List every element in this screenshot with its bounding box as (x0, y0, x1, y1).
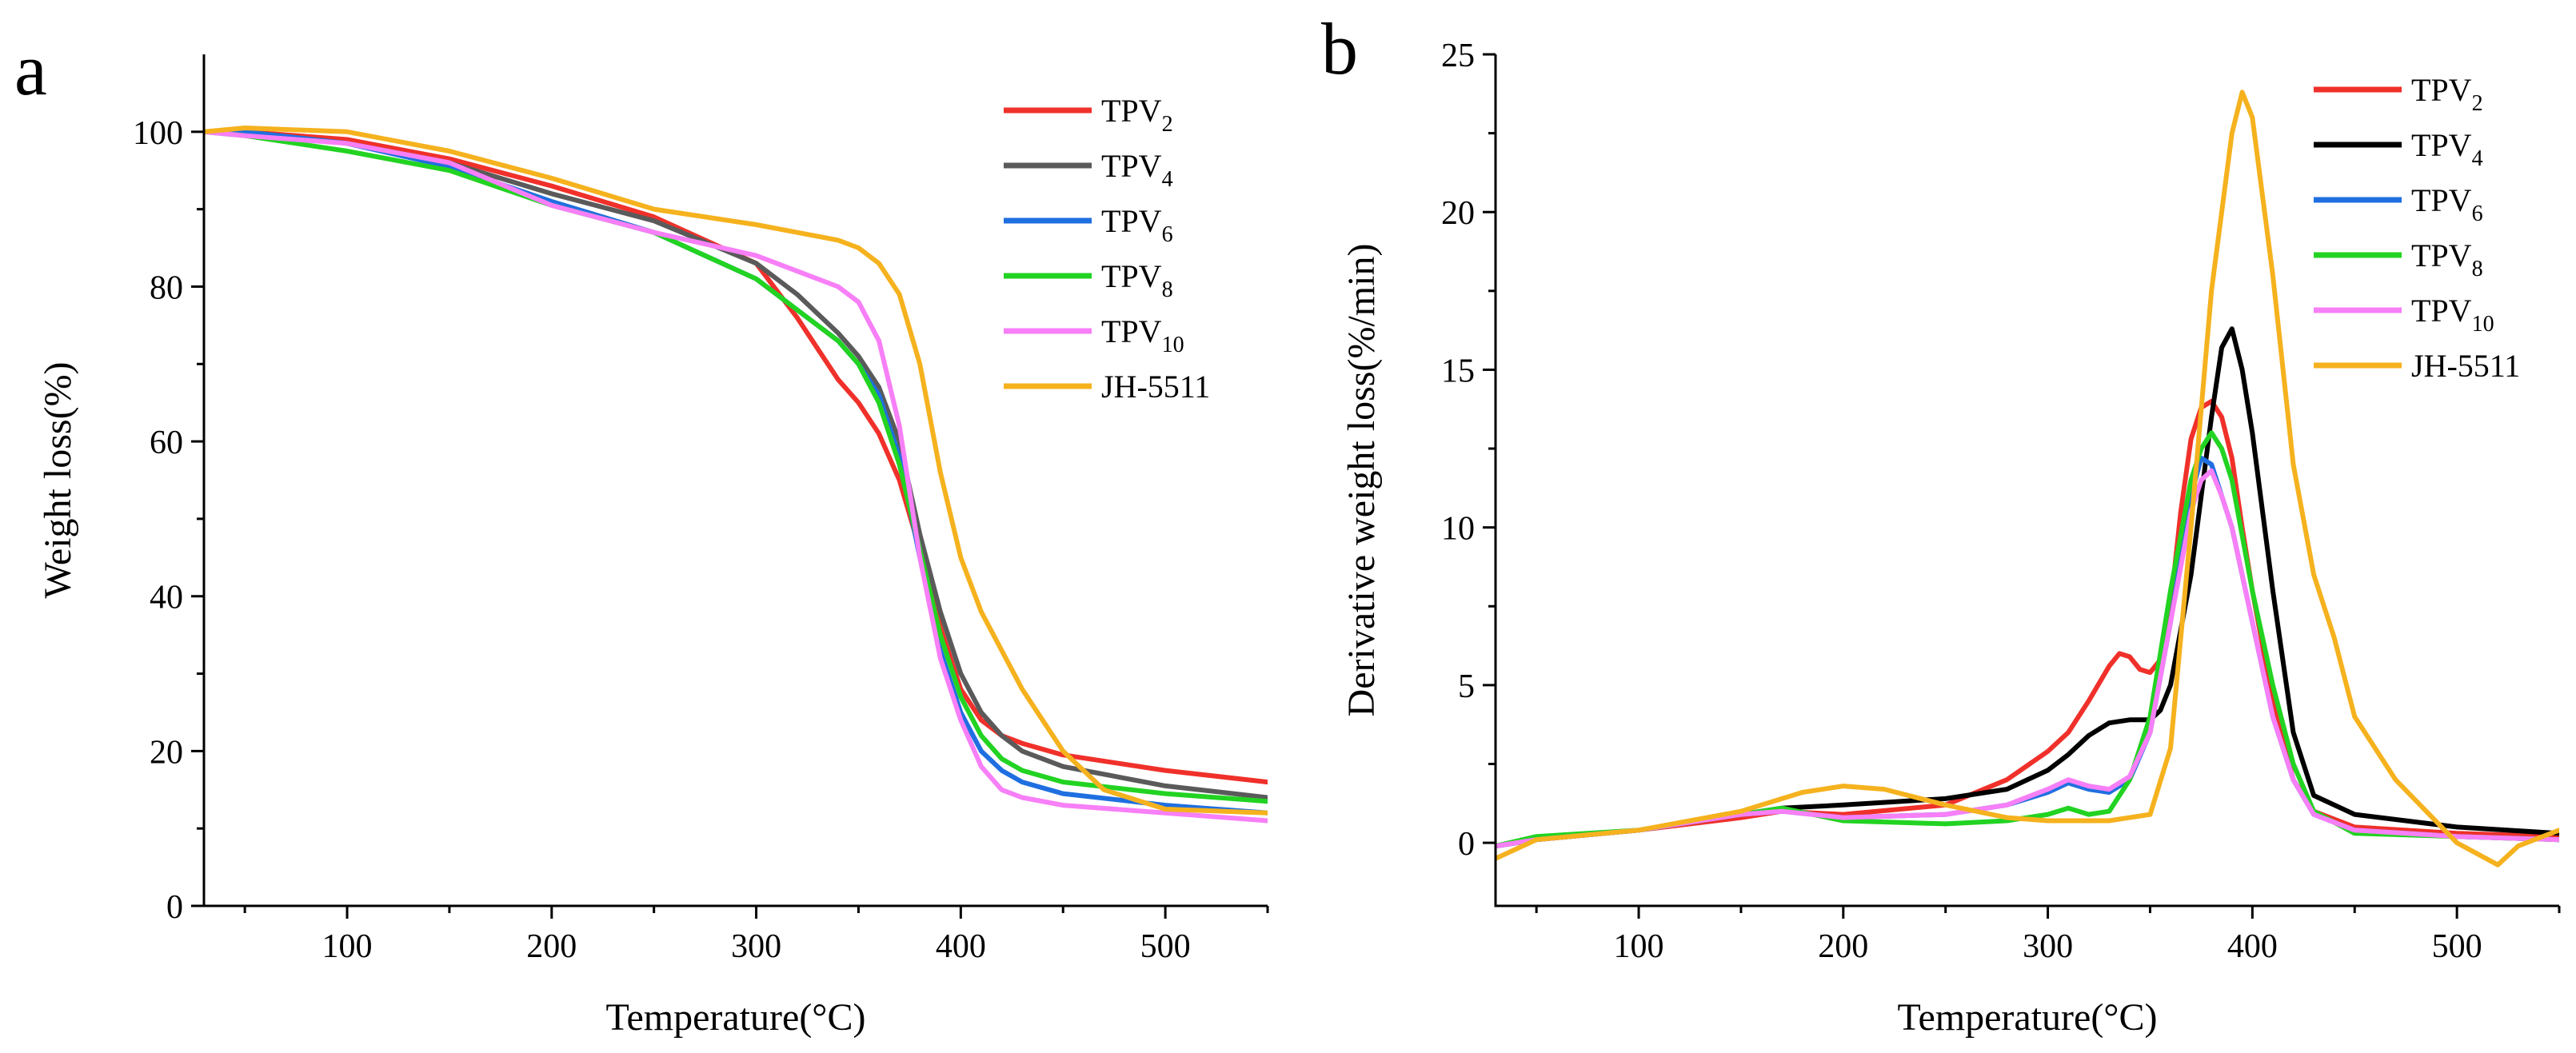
panel-a-label: a (14, 29, 47, 110)
panel-a-legend-label-subscript: 6 (1162, 222, 1173, 247)
panel-b-series-tpv10 (1496, 468, 2559, 849)
panel-b-legend-label: TPV6 (2411, 182, 2483, 226)
panel-a-legend-label-text: TPV (1101, 203, 1162, 239)
panel-a-legend-label-subscript: 4 (1162, 167, 1173, 192)
panel-a-legend-label: TPV2 (1101, 93, 1173, 137)
panel-b-legend-label: TPV8 (2411, 237, 2483, 281)
panel-a-series-tpv2 (204, 129, 1268, 785)
panel-b-y-tick-label: 10 (1441, 511, 1475, 548)
panel-b-x-tick-label: 300 (2023, 928, 2073, 965)
panel-b-x-axis-title: Temperature(°C) (1897, 996, 2157, 1039)
panel-a-legend-label-subscript: 2 (1162, 112, 1173, 137)
panel-b-y-tick-label: 25 (1441, 38, 1475, 74)
panel-b-legend-label-subscript: 4 (2472, 146, 2483, 171)
panel-a-legend-label: TPV8 (1101, 258, 1173, 302)
panel-b-legend-label: TPV4 (2411, 127, 2483, 171)
panel-a-y-tick-label: 80 (150, 269, 183, 306)
panel-b-plot-area (1496, 90, 2559, 868)
panel-a-x-axis-title: Temperature(°C) (605, 996, 865, 1039)
panel-b-legend-label-text: TPV (2411, 237, 2472, 273)
panel-a-legend-label-subscript: 8 (1162, 277, 1173, 302)
panel-b-series-tpv2 (1496, 398, 2559, 849)
panel-b-legend-label-text: TPV (2411, 72, 2472, 108)
panel-a-legend-label-subscript: 10 (1162, 333, 1184, 357)
panel-b: b 100 200 300 400 500 0 5 10 15 20 25 Temperature(°C… (1321, 8, 2561, 1039)
panel-b-legend-label-subscript: 10 (2472, 312, 2494, 337)
panel-a-legend-label: TPV4 (1101, 148, 1173, 192)
panel-a-x-tick-label: 500 (1140, 928, 1191, 965)
panel-b-y-axis-title: Derivative weight loss(%/min) (1340, 244, 1383, 717)
panel-a-y-tick-label: 20 (150, 734, 183, 771)
panel-b-series-tpv6 (1496, 455, 2559, 849)
panel-a-series-tpv4 (204, 129, 1268, 800)
panel-b-x-tick-label: 400 (2227, 928, 2278, 965)
panel-a-legend-label: JH-5511 (1101, 369, 1210, 405)
panel-a-legend-label-text: TPV (1101, 93, 1162, 129)
panel-a-legend-label-text: TPV (1101, 313, 1162, 349)
panel-a-legend-label-text: JH-5511 (1101, 369, 1210, 405)
panel-a-legend-label: TPV10 (1101, 313, 1184, 357)
panel-b-axes (1494, 54, 2559, 907)
panel-a-y-tick-label: 60 (150, 425, 183, 461)
panel-a-legend-label-text: TPV (1101, 148, 1162, 184)
panel-a-x-tick-label: 100 (322, 928, 373, 965)
panel-b-legend-label: TPV10 (2411, 293, 2494, 337)
panel-a-y-axis-title: Weight loss(%) (37, 361, 79, 598)
panel-b-legend-label: TPV2 (2411, 72, 2483, 116)
panel-b-legend-label-text: JH-5511 (2411, 348, 2520, 384)
panel-b-x-tick-label: 100 (1614, 928, 1664, 965)
panel-a-x-tick-label: 300 (731, 928, 781, 965)
panel-b-legend-label-text: TPV (2411, 182, 2472, 218)
panel-a: a 100 200 300 400 500 0 20 40 60 80 100 Temperature(… (14, 29, 1269, 1039)
panel-b-legend-label-subscript: 8 (2472, 257, 2483, 281)
panel-b-legend-label-subscript: 6 (2472, 201, 2483, 226)
panel-a-legend-label-text: TPV (1101, 258, 1162, 294)
panel-b-legend-label-subscript: 2 (2472, 91, 2483, 116)
panel-b-label: b (1321, 8, 1358, 90)
panel-b-y-tick-label: 5 (1458, 668, 1475, 705)
panel-b-legend-label-text: TPV (2411, 127, 2472, 163)
panel-a-series-tpv8 (204, 129, 1268, 804)
panel-b-x-tick-label: 500 (2432, 928, 2482, 965)
panel-a-legend-label: TPV6 (1101, 203, 1173, 247)
panel-b-y-tick-label: 20 (1441, 195, 1475, 232)
panel-a-y-tick-label: 0 (166, 889, 183, 926)
panel-a-plot-area (204, 126, 1268, 824)
panel-a-y-tick-label: 100 (133, 115, 183, 152)
panel-a-x-tick-label: 400 (936, 928, 986, 965)
panel-b-legend-label: JH-5511 (2411, 348, 2520, 384)
panel-b-legend-label-text: TPV (2411, 293, 2472, 329)
panel-b-y-tick-label: 0 (1458, 826, 1475, 863)
panel-a-y-tick-label: 40 (150, 580, 183, 616)
panel-a-series-jh-5511 (204, 126, 1268, 816)
panel-a-series-tpv10 (204, 129, 1268, 824)
panel-b-y-tick-label: 15 (1441, 353, 1475, 389)
panel-a-x-tick-label: 200 (526, 928, 577, 965)
panel-b-x-tick-label: 200 (1818, 928, 1868, 965)
panel-b-series-jh-5511 (1496, 90, 2559, 868)
